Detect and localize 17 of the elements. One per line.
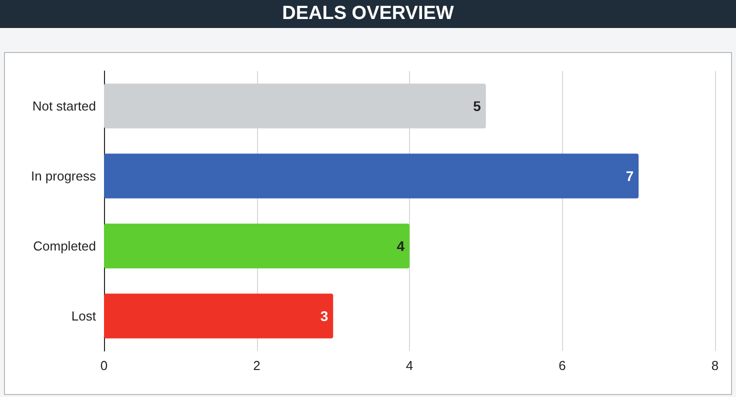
x-tick-label: 2 (253, 358, 260, 373)
data-label: 4 (396, 238, 405, 254)
y-tick-label: Not started (32, 98, 96, 114)
data-label: 5 (473, 98, 482, 114)
y-tick-label: In progress (30, 168, 96, 184)
y-tick-label: Lost (71, 308, 96, 324)
data-label: 7 (626, 168, 634, 184)
x-tick-label: 0 (100, 358, 108, 373)
y-tick-label: Completed (33, 238, 96, 254)
x-tick-label: 4 (406, 358, 414, 373)
x-tick-label: 6 (558, 358, 566, 373)
x-tick-label: 8 (711, 358, 719, 373)
data-label: 3 (320, 308, 328, 324)
bar (104, 294, 334, 338)
bar (104, 224, 410, 268)
bar (104, 154, 639, 198)
chart-title: DEALS OVERVIEW (0, 0, 736, 28)
